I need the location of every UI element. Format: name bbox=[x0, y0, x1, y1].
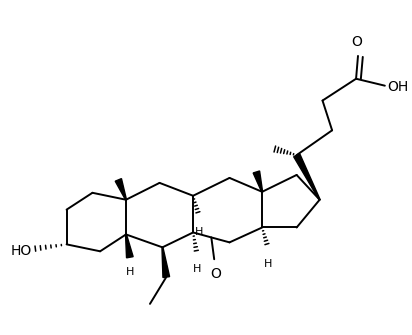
Text: OH: OH bbox=[388, 80, 409, 94]
Text: H: H bbox=[193, 264, 201, 274]
Polygon shape bbox=[115, 179, 126, 200]
Polygon shape bbox=[162, 247, 170, 277]
Text: H: H bbox=[195, 227, 203, 238]
Polygon shape bbox=[294, 153, 320, 200]
Text: H: H bbox=[126, 267, 134, 277]
Text: H: H bbox=[264, 259, 272, 269]
Text: O: O bbox=[211, 267, 222, 281]
Text: HO: HO bbox=[11, 244, 32, 258]
Text: O: O bbox=[351, 35, 363, 49]
Polygon shape bbox=[253, 171, 262, 192]
Polygon shape bbox=[126, 234, 133, 258]
